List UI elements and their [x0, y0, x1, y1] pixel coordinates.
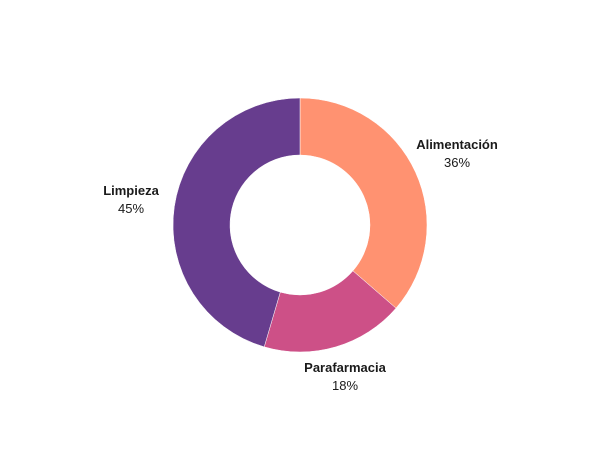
- donut-slices: [172, 97, 428, 353]
- donut-labels: Alimentación 36% Parafarmacia 18% Limpieza 45…: [103, 137, 498, 393]
- slice-value-parafarmacia: 18%: [332, 378, 358, 393]
- slice-label-parafarmacia: Parafarmacia: [304, 360, 386, 375]
- slice-value-alimentacion: 36%: [444, 155, 470, 170]
- slice-alimentacion: [299, 97, 428, 309]
- slice-limpieza: [172, 97, 301, 348]
- slice-label-alimentacion: Alimentación: [416, 137, 498, 152]
- slice-label-limpieza: Limpieza: [103, 183, 159, 198]
- slice-value-limpieza: 45%: [118, 201, 144, 216]
